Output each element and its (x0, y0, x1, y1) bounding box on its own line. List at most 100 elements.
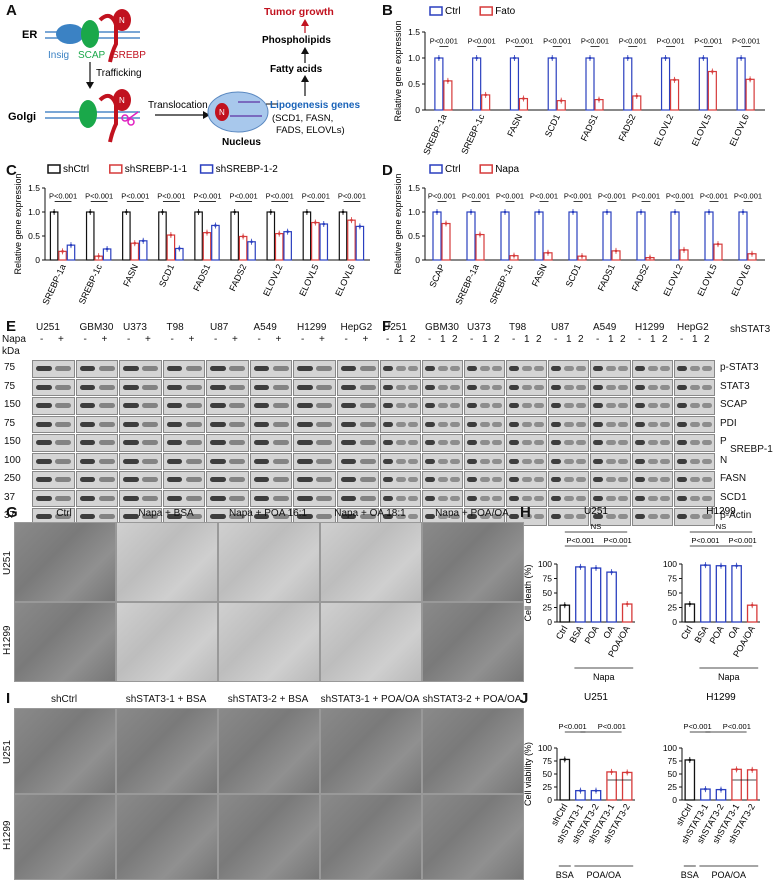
band (408, 421, 418, 427)
p-value-label: P<0.001 (694, 37, 722, 46)
band (576, 366, 586, 371)
band (166, 514, 183, 519)
category-label: OA (601, 624, 616, 640)
band (340, 495, 357, 501)
p-value-label: P<0.001 (338, 191, 366, 200)
band (210, 477, 226, 482)
band (340, 366, 357, 371)
y-axis-label: Relative gene expression (393, 20, 403, 121)
cell-line-label: H1299 (635, 322, 665, 333)
protein-label: N (720, 454, 728, 466)
band (605, 458, 616, 464)
chart-j-cell-viability: U2510255075100shCtrlshSTAT3-1shSTAT3-2sh… (523, 692, 760, 880)
p-value-label: P<0.001 (193, 191, 221, 200)
band (660, 440, 670, 445)
band (618, 366, 628, 371)
blot-strip (674, 471, 715, 489)
band (593, 495, 603, 501)
band (383, 514, 393, 519)
bar (500, 211, 510, 261)
band (677, 403, 687, 408)
data-point (305, 210, 309, 214)
band (521, 495, 532, 501)
band (166, 421, 183, 427)
band (660, 403, 670, 408)
treatment-mark: - (470, 334, 474, 345)
band (647, 458, 658, 464)
data-point (704, 563, 707, 567)
blot-strip (590, 378, 631, 396)
legend-swatch (47, 164, 61, 174)
band (605, 514, 616, 519)
blot-strip (162, 489, 205, 507)
data-point (178, 247, 181, 250)
data-point (513, 56, 516, 60)
group-label: BSA (556, 870, 574, 880)
band (229, 366, 245, 371)
band (677, 514, 687, 519)
treatment-mark: - (257, 334, 261, 345)
band (395, 477, 406, 482)
blot-strip (422, 489, 463, 507)
band (689, 495, 700, 501)
cell-line-label: T98 (509, 322, 527, 333)
band (55, 514, 71, 519)
band (593, 366, 603, 371)
bar (274, 232, 284, 261)
blot-strip (506, 360, 547, 378)
chart-c-shsrebp-expression: 0 0.5 1.0 1.5 Relative gene expression shCtrl… (13, 164, 370, 306)
blot-strip (162, 397, 205, 415)
bar (745, 78, 755, 111)
band (79, 458, 96, 464)
treatment-mark: - (40, 334, 44, 345)
treatment-mark: - (170, 334, 174, 345)
treatment-mark: - (214, 334, 218, 345)
scissors-icon (121, 114, 129, 122)
band (563, 384, 574, 390)
band (492, 403, 502, 408)
y-tick-label: 100 (663, 559, 677, 569)
panel-letter-j: J (520, 690, 529, 707)
band (551, 384, 561, 390)
band (437, 384, 448, 390)
data-point (750, 252, 754, 256)
category-label: OA (726, 624, 741, 640)
subplot-title: U251 (584, 692, 608, 703)
band (98, 384, 115, 390)
blot-strip (590, 508, 631, 526)
data-point (673, 78, 676, 82)
data-point (735, 564, 738, 568)
blot-strip (75, 397, 118, 415)
cell-line-label: A549 (253, 322, 277, 333)
band (618, 458, 628, 464)
band (408, 440, 418, 445)
band (316, 495, 332, 501)
band (576, 421, 586, 427)
band (253, 421, 270, 427)
band (450, 495, 460, 501)
band (36, 421, 52, 427)
band (55, 366, 71, 371)
y-tick-label: 0.5 (408, 231, 420, 241)
band (605, 421, 616, 427)
band (521, 477, 532, 482)
legend-entry: shCtrl (63, 164, 89, 175)
band (660, 477, 670, 482)
scap-shape (81, 20, 99, 48)
blot-strip (380, 415, 421, 433)
phospholipids-label: Phospholipids (262, 35, 331, 46)
blot-strip (632, 489, 673, 507)
p-value-label: P<0.001 (729, 536, 757, 545)
treatment-mark: 2 (410, 334, 416, 345)
band (551, 458, 561, 464)
p-value-label: P<0.001 (496, 191, 524, 200)
band (605, 384, 616, 390)
p-value-label: P<0.001 (428, 191, 456, 200)
group-label: Napa (593, 672, 615, 682)
p-value-label: P<0.001 (302, 191, 330, 200)
band (509, 477, 519, 482)
category-label: SCD1 (157, 263, 176, 289)
band (593, 458, 603, 464)
panel-letter-f: F (382, 318, 392, 335)
protein-label: FASN (720, 473, 747, 484)
